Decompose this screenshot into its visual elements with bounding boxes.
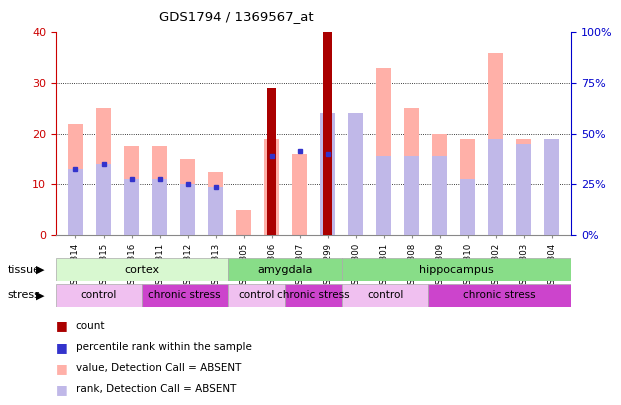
Text: ▶: ▶ [36,290,45,300]
Bar [376,156,391,235]
Text: ■: ■ [56,341,68,354]
Bar [544,139,560,235]
Text: control: control [81,290,117,300]
Bar [124,179,139,235]
Bar [96,108,111,235]
Text: count: count [76,321,106,331]
Bar [460,139,476,235]
Text: value, Detection Call = ABSENT: value, Detection Call = ABSENT [76,363,241,373]
Text: control: control [238,290,274,300]
Bar [348,116,363,235]
Bar [264,139,279,235]
Bar [488,53,504,235]
Bar [320,113,335,235]
Bar [320,113,335,235]
Bar [152,179,167,235]
Text: chronic stress: chronic stress [278,290,350,300]
Text: amygdala: amygdala [257,265,313,275]
Bar [68,124,83,235]
Text: hippocampus: hippocampus [419,265,494,275]
Bar [285,284,342,307]
Bar [544,139,560,235]
Bar [404,108,419,235]
Bar [516,144,532,235]
Text: ■: ■ [56,320,68,333]
Bar [428,284,571,307]
Bar [432,156,447,235]
Bar [324,32,332,235]
Bar [342,284,428,307]
Text: ■: ■ [56,362,68,375]
Bar [292,154,307,235]
Bar [404,156,419,235]
Bar [460,179,476,235]
Bar [124,146,139,235]
Bar [228,284,285,307]
Bar [68,169,83,235]
Bar [516,139,532,235]
Text: rank, Detection Call = ABSENT: rank, Detection Call = ABSENT [76,384,236,394]
Text: tissue: tissue [7,265,40,275]
Bar [96,164,111,235]
Text: chronic stress: chronic stress [463,290,536,300]
Bar [268,88,276,235]
Bar [56,258,228,281]
Bar [142,284,228,307]
Text: chronic stress: chronic stress [148,290,221,300]
Text: stress: stress [7,290,40,300]
Bar [432,134,447,235]
Bar [342,258,571,281]
Text: GDS1794 / 1369567_at: GDS1794 / 1369567_at [159,10,313,23]
Bar [56,284,142,307]
Bar [236,210,252,235]
Text: percentile rank within the sample: percentile rank within the sample [76,342,252,352]
Bar [180,159,195,235]
Text: ▶: ▶ [36,265,45,275]
Text: cortex: cortex [124,265,160,275]
Bar [152,146,167,235]
Bar [488,139,504,235]
Bar [228,258,342,281]
Text: control: control [367,290,404,300]
Bar [348,113,363,235]
Bar [208,172,224,235]
Text: ■: ■ [56,383,68,396]
Bar [180,184,195,235]
Bar [208,187,224,235]
Bar [376,68,391,235]
